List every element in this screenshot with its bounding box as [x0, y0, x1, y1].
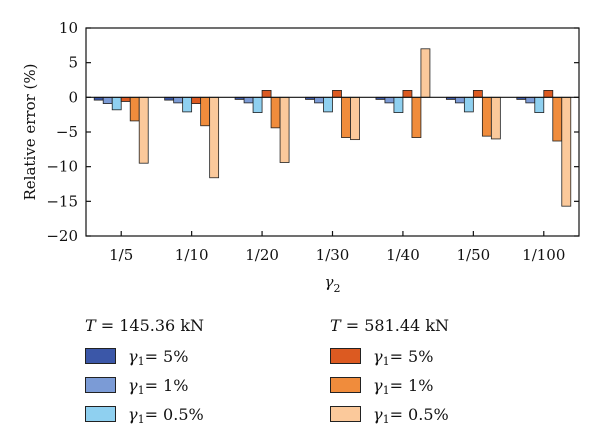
bar — [243, 96, 254, 104]
legend-symbol: γ — [373, 375, 383, 395]
legend-subscript: 1 — [137, 354, 145, 368]
x-tick-label: 1/100 — [522, 246, 565, 264]
y-tick-label: −20 — [46, 227, 78, 245]
bar — [173, 96, 184, 104]
legend-subscript: 1 — [382, 354, 390, 368]
bar — [534, 96, 545, 113]
bar — [411, 96, 422, 138]
legend-title-group-1: T = 145.36 kN — [85, 316, 204, 335]
bar — [490, 96, 501, 140]
bar — [270, 96, 281, 129]
bar — [332, 90, 342, 98]
legend-swatch — [330, 377, 361, 393]
legend-subscript: 1 — [137, 383, 145, 397]
bar — [393, 96, 404, 113]
bar — [402, 90, 413, 98]
y-axis: 10 5 0 −5 −10 −15 −20 — [46, 19, 579, 245]
legend-swatch — [330, 348, 361, 364]
bar — [525, 96, 536, 104]
legend-swatch — [85, 377, 116, 393]
bar — [472, 90, 483, 98]
x-tick-label: 1/10 — [175, 246, 209, 264]
legend-subscript: 1 — [137, 412, 145, 426]
legend-symbol: γ — [128, 404, 138, 424]
bar — [350, 96, 360, 141]
legend-symbol: γ — [373, 346, 383, 366]
bar-group — [93, 48, 572, 207]
legend-symbol: γ — [128, 375, 138, 395]
x-tick-label: 1/20 — [245, 246, 279, 264]
y-tick-label: −15 — [46, 192, 78, 210]
legend-label: = 5% — [389, 346, 434, 366]
bar — [200, 96, 211, 127]
bar — [182, 96, 193, 113]
bar — [252, 96, 263, 113]
legend-label: = 1% — [144, 375, 189, 395]
legend-label: = 1% — [389, 375, 434, 395]
bar — [454, 96, 465, 104]
legend-title-symbol: T — [330, 316, 341, 335]
legend-title-value: = 145.36 kN — [95, 316, 205, 335]
plot-frame — [85, 27, 580, 237]
y-tick-label: 10 — [59, 19, 78, 37]
bar — [552, 96, 563, 142]
x-tick-label: 1/50 — [457, 246, 491, 264]
bar — [323, 96, 333, 113]
bar — [209, 96, 220, 179]
bar — [261, 90, 272, 98]
legend-subscript: 1 — [382, 412, 390, 426]
legend-title-group-2: T = 581.44 kN — [330, 316, 449, 335]
legend-label: = 0.5% — [144, 404, 204, 424]
legend-subscript: 1 — [382, 383, 390, 397]
bar — [463, 96, 474, 113]
legend-symbol: γ — [373, 404, 383, 424]
bar — [279, 96, 290, 163]
bar — [420, 48, 431, 98]
x-tick-label: 1/30 — [316, 246, 350, 264]
legend-label: = 5% — [144, 346, 189, 366]
bar — [129, 96, 140, 122]
x-tick-label: 1/40 — [386, 246, 420, 264]
legend-swatch — [85, 348, 116, 364]
x-axis-label: γ2 — [325, 273, 341, 295]
x-axis-label-subscript: 2 — [333, 282, 340, 295]
y-axis-label: Relative error (%) — [21, 64, 39, 201]
bar — [120, 96, 131, 102]
bar — [314, 96, 324, 104]
y-tick-label: −10 — [46, 158, 78, 176]
x-axis-label-symbol: γ — [325, 273, 334, 291]
legend-swatch — [85, 406, 116, 422]
bar — [561, 96, 572, 207]
bar — [341, 96, 351, 138]
y-tick-label: 0 — [68, 88, 78, 106]
x-axis: 1/5 1/10 1/20 1/30 1/40 1/50 1/100 — [109, 231, 565, 264]
legend-title-symbol: T — [85, 316, 96, 335]
bar — [543, 90, 554, 98]
y-tick-label: 5 — [68, 54, 78, 72]
legend-swatch — [330, 406, 361, 422]
bar — [138, 96, 149, 164]
legend-symbol: γ — [128, 346, 138, 366]
y-tick-label: −5 — [56, 123, 78, 141]
legend-label: = 0.5% — [389, 404, 449, 424]
bar — [481, 96, 492, 137]
x-tick-label: 1/5 — [109, 246, 133, 264]
legend-title-value: = 581.44 kN — [340, 316, 450, 335]
bar — [384, 96, 395, 104]
bar — [191, 96, 202, 104]
bar — [111, 96, 122, 111]
bar — [102, 96, 113, 104]
